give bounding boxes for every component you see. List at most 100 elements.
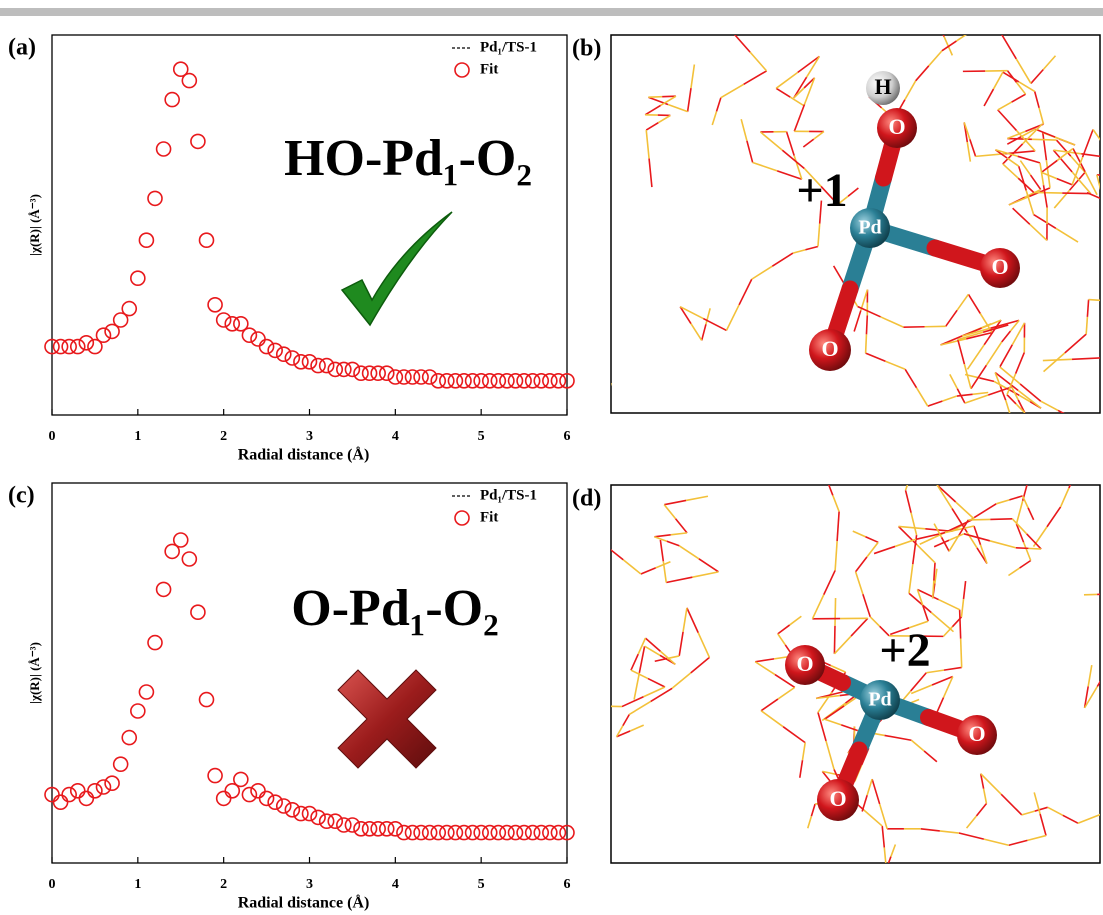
bond-stick [1033,213,1057,230]
bond-stick [994,372,1002,387]
bond-stick [801,742,806,761]
data-point [456,372,472,389]
bond-stick [873,545,896,555]
charge-label: +1 [796,164,847,217]
bond-stick [1039,162,1045,186]
bond-stick [1070,155,1086,173]
y-axis-label: |χ(R)| (Å⁻³) [27,642,42,704]
bond-stick [982,324,1009,334]
bond-stick [640,567,656,575]
data-point [370,365,386,382]
data-point [404,824,421,841]
data-point [164,543,180,560]
bond-stick [1055,227,1079,243]
bond-stick [1015,523,1025,543]
data-point [198,691,215,708]
x-tick-label: 5 [478,877,485,892]
data-point [224,315,241,332]
data-point [181,72,198,89]
bond-stick [990,319,1020,329]
bond-stick [1006,373,1017,395]
bond-stick [781,149,805,170]
bond-stick [777,686,796,700]
data-point [481,824,498,841]
data-point [507,372,524,389]
bond-stick [966,331,993,340]
bond-stick [1071,357,1100,361]
data-point [87,782,103,799]
bond-stick [966,344,985,370]
bond-stick [803,77,816,89]
data-point [336,361,352,378]
data-point [112,312,129,328]
bond-stick [1007,130,1026,140]
bond-stick [988,386,1012,396]
bond-stick [754,661,776,676]
x-tick-label: 1 [134,429,141,444]
bond-stick [1031,138,1057,141]
bond-stick [944,525,975,534]
bond-stick [710,0,726,8]
bond-stick [1015,403,1026,413]
bond-stick [860,289,869,311]
bond-stick [1034,806,1048,812]
bond-stick [983,838,1009,846]
bond-stick [960,598,965,618]
bond-stick [942,395,958,402]
bond-stick [965,815,978,829]
bond-stick [894,538,917,548]
bond-stick [834,597,837,626]
bond-stick [644,637,661,652]
bond-stick [1019,559,1032,569]
bond-stick [1040,400,1059,412]
data-point [396,369,412,385]
bond-stick [904,485,909,491]
bond-stick [1093,375,1103,395]
panel-frame [610,34,1101,414]
bond-stick [1045,160,1051,188]
bond-stick [852,530,866,538]
data-point [550,372,567,389]
atom-label: O [821,336,838,361]
bond-stick [1040,159,1058,174]
bond-stick [959,0,983,5]
data-point [413,824,429,841]
bond-stick [881,825,886,848]
bond-stick [1011,93,1026,103]
bond-stick [654,657,668,663]
atom [980,248,1020,288]
bond-stick [936,485,953,510]
bond-stick [884,734,912,742]
bond-stick [975,803,988,817]
bond-stick [1078,453,1097,475]
bond-stick [897,525,918,546]
bond-stick [887,856,892,863]
bond-stick [854,571,864,595]
data-point [69,782,86,799]
bond-stick [957,331,984,341]
bond-stick [1084,171,1098,196]
bond-stick [803,167,822,187]
bond-stick [749,51,768,72]
bond-stick [973,503,997,519]
bond-stick [917,588,939,601]
bond-stick [546,482,552,495]
bond-stick [964,394,989,404]
bond-stick [585,371,597,394]
bond-stick [1041,132,1048,161]
bond-stick [1054,136,1076,146]
x-tick-label: 0 [49,429,56,444]
data-point [473,824,489,841]
bond-stick [760,710,784,728]
x-tick-label: 0 [49,877,56,892]
x-tick-label: 3 [306,429,313,444]
bond-stick [565,351,574,373]
bond-stick [555,329,564,351]
bond-stick [1008,567,1021,577]
bond-stick [622,714,631,727]
bond-stick [540,469,546,482]
bond-stick [1083,686,1089,709]
data-point [456,824,472,841]
bond-stick [898,525,926,530]
